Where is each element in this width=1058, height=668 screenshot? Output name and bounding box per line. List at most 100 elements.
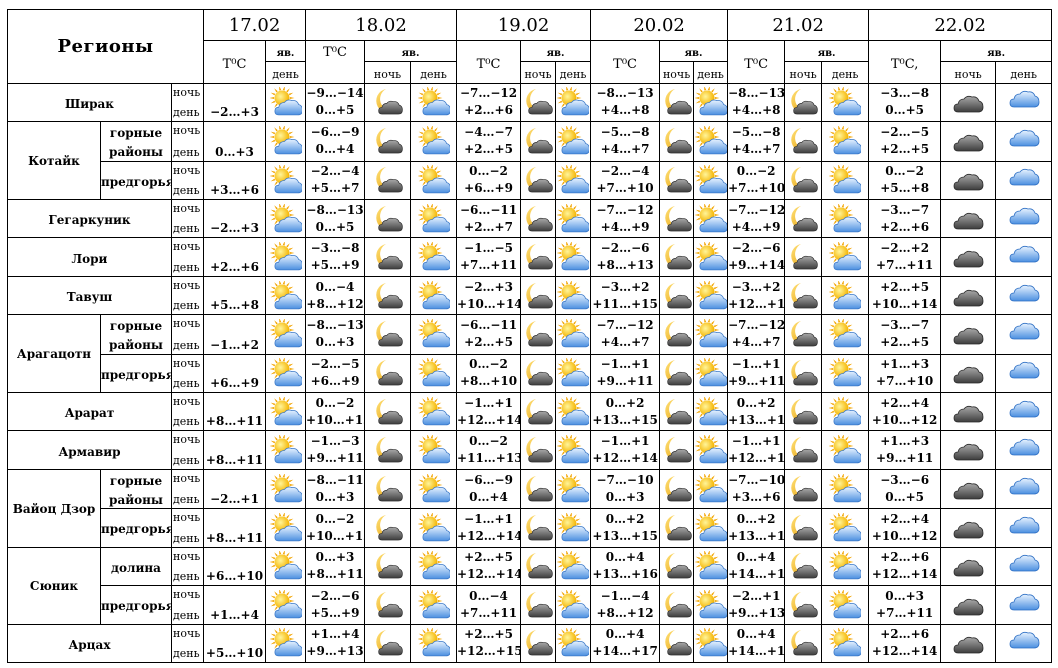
moon-cloud-icon: [661, 204, 693, 234]
sun-cloud-icon: [694, 280, 727, 311]
blue-cloud-icon: [1008, 551, 1040, 581]
sun-cloud-icon: [557, 589, 590, 620]
weather-cell: [265, 237, 307, 277]
blue-cloud-icon: [1008, 474, 1040, 504]
sun-cloud-icon: [557, 551, 590, 581]
night-day-label: ночь день: [170, 585, 205, 625]
temp-header: T⁰C: [727, 40, 786, 84]
temp-header: T⁰C: [590, 40, 661, 84]
weather-cell: [265, 314, 307, 355]
temp-cell: −2…+3 +10…+14: [456, 275, 522, 316]
weather-cell: [784, 82, 823, 123]
weather-cell: [410, 585, 458, 625]
blue-cloud-icon: [1008, 513, 1040, 543]
night-day-label: ночь день: [170, 508, 205, 548]
sun-cloud-icon: [829, 589, 862, 620]
moon-cloud-icon: [522, 87, 554, 117]
temp-header: T⁰C: [456, 40, 522, 84]
weather-cell: [821, 82, 870, 123]
moon-cloud-icon: [372, 281, 404, 311]
moon-cloud-icon: [661, 165, 693, 195]
date-header: 19.02: [456, 8, 592, 42]
weather-cell: [940, 623, 997, 663]
temp-cell: −2…+1 +9…+13: [727, 585, 786, 625]
weather-cell: [940, 508, 997, 548]
sun-cloud-icon: [269, 203, 302, 234]
moon-cloud-icon: [661, 628, 693, 658]
weather-cell: [693, 392, 729, 432]
sun-cloud-icon: [829, 551, 862, 581]
temp-cell: 0…+2+13…+15: [590, 508, 661, 548]
weather-cell: [821, 121, 870, 162]
weather-cell: [364, 508, 412, 548]
table-row: Арагацотн горные районы ночь день −1…+2 −8…−…: [7, 314, 1053, 394]
weather-cell: [940, 314, 997, 355]
weather-cell: [784, 585, 823, 625]
weather-cell: [555, 82, 592, 123]
region-name: Тавуш: [7, 275, 172, 316]
moon-cloud-icon: [661, 474, 693, 504]
temp-cell-17: +8…+11: [203, 508, 267, 548]
weather-cell: [520, 160, 557, 201]
weather-cell: [555, 508, 592, 548]
moon-cloud-icon: [787, 474, 819, 504]
temp-cell-17: +5…+10: [203, 623, 267, 663]
temp-cell: 0…−4 +7…+11: [456, 585, 522, 625]
table-row: Котайк горные районы ночь день 0…+3 −6…−9 0…+…: [7, 121, 1053, 200]
day-header: день: [693, 60, 729, 84]
dark-cloud-icon: [952, 628, 984, 658]
sun-cloud-icon: [417, 242, 450, 272]
moon-cloud-icon: [661, 242, 693, 272]
dark-cloud-icon: [952, 358, 984, 388]
dark-cloud-icon: [952, 281, 984, 311]
temp-cell: −1…+1+12…+14: [456, 392, 522, 432]
sun-cloud-icon: [829, 126, 862, 156]
night-header: ночь: [940, 60, 997, 84]
date-header: 17.02: [203, 8, 307, 42]
temp-cell: +1…+3 +9…+11: [868, 430, 942, 470]
weather-cell: [784, 121, 823, 162]
temp-cell: −3…−8 0…+5: [868, 82, 942, 123]
temp-cell-17: +6…+9: [203, 353, 267, 394]
weather-cell: [410, 392, 458, 432]
weather-cell: [364, 198, 412, 239]
moon-cloud-icon: [372, 590, 404, 620]
weather-cell: [555, 623, 592, 663]
region-name: Гегаркуник: [7, 198, 172, 239]
subregion-name: предгорья: [100, 585, 172, 625]
temp-cell: 0…+2+13…+15: [590, 392, 661, 432]
weather-cell: [555, 198, 592, 239]
weather-cell: [410, 430, 458, 470]
weather-cell: [693, 508, 729, 548]
temp-cell: −6…−9 0…+4: [456, 468, 522, 510]
table-row: Гегаркуник ночь день −2…+3 −8…−13 0…+5 −6…−1…: [7, 198, 1053, 239]
weather-cell: [821, 160, 870, 201]
weather-cell: [520, 546, 557, 587]
weather-cell: [995, 353, 1053, 394]
moon-cloud-icon: [661, 397, 693, 427]
weather-cell: [265, 392, 307, 432]
weather-cell: [410, 353, 458, 394]
weather-cell: [784, 198, 823, 239]
sun-cloud-icon: [417, 203, 450, 234]
weather-cell: [693, 585, 729, 625]
moon-cloud-icon: [522, 319, 554, 349]
weather-cell: [410, 546, 458, 587]
night-day-label: ночь день: [170, 198, 205, 239]
weather-cell: [940, 392, 997, 432]
temp-cell: 0…−2+10…+12: [305, 392, 366, 432]
weather-cell: [995, 198, 1053, 239]
weather-cell: [821, 468, 870, 510]
sun-cloud-icon: [694, 87, 727, 117]
moon-cloud-icon: [372, 551, 404, 581]
table-row: предгорья ночь день +3…+6 −2…−4 +5…+7 0…−2 +6…: [8, 160, 1053, 201]
weather-cell: [784, 430, 823, 470]
moon-cloud-icon: [661, 319, 693, 349]
moon-cloud-icon: [787, 397, 819, 427]
sun-cloud-icon: [269, 396, 302, 427]
temp-cell: −2…−6 +5…+9: [305, 585, 366, 625]
yav-header: яв.: [940, 40, 1053, 62]
day-header: день: [821, 60, 870, 84]
weather-cell: [265, 585, 307, 625]
